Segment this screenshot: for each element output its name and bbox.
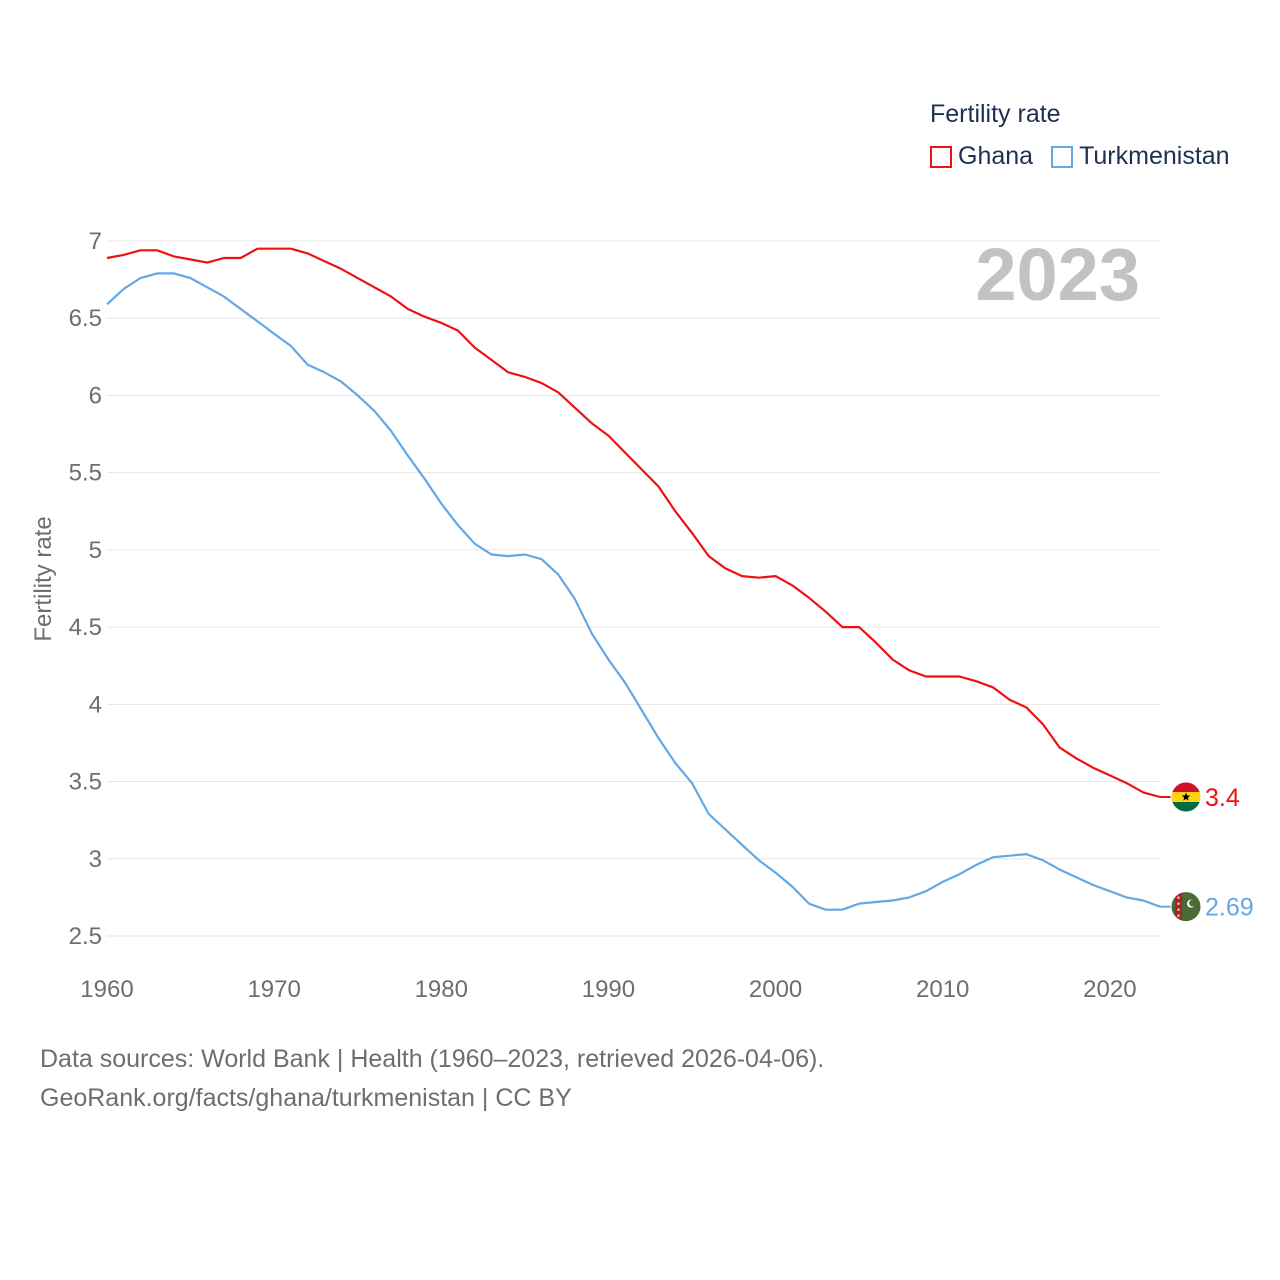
x-tick-label: 2010 [916, 976, 969, 1003]
y-tick-label: 5 [89, 537, 102, 564]
y-tick-labels: 2.5 3 3.5 4 4.5 5 5.5 6 6.5 7 [69, 228, 102, 950]
legend-item-turkmenistan[interactable]: Turkmenistan [1051, 142, 1230, 171]
legend-swatch-ghana [930, 145, 952, 168]
y-tick-label: 6 [89, 382, 102, 409]
x-tick-label: 2020 [1083, 976, 1136, 1003]
series-line-turkmenistan [106, 272, 1161, 911]
x-tick-label: 1990 [582, 976, 635, 1003]
year-watermark: 2023 [975, 233, 1140, 316]
y-tick-label: 7 [89, 228, 102, 255]
y-tick-label: 3.5 [69, 769, 102, 796]
flag-turkmenistan-icon [1170, 891, 1202, 923]
end-markers: 3.4 2.69 [1160, 781, 1254, 923]
x-tick-label: 1960 [80, 976, 133, 1003]
end-label-turkmenistan: 2.69 [1205, 894, 1254, 922]
end-label-ghana: 3.4 [1205, 784, 1240, 812]
legend: Ghana Turkmenistan [930, 142, 1248, 171]
legend-label-ghana: Ghana [958, 142, 1034, 170]
source-link[interactable]: GeoRank.org/facts/ghana/turkmenistan | C… [40, 1084, 572, 1112]
flag-ghana-icon [1170, 781, 1202, 813]
x-tick-label: 2000 [749, 976, 802, 1003]
y-tick-label: 6.5 [69, 305, 102, 332]
y-axis-label: Fertility rate [30, 516, 57, 641]
legend-title: Fertility rate [930, 100, 1061, 128]
series-line-ghana [106, 247, 1161, 799]
series-lines [106, 247, 1161, 911]
x-tick-label: 1970 [247, 976, 300, 1003]
gridlines [107, 240, 1160, 937]
legend-swatch-turkmenistan [1051, 145, 1074, 168]
y-tick-label: 4 [89, 691, 102, 718]
y-tick-label: 3 [89, 846, 102, 873]
legend-item-ghana[interactable]: Ghana [930, 142, 1033, 171]
y-tick-label: 4.5 [69, 614, 102, 641]
data-source-note: Data sources: World Bank | Health (1960–… [40, 1045, 825, 1073]
y-tick-label: 2.5 [69, 923, 102, 950]
y-tick-label: 5.5 [69, 460, 102, 487]
legend-label-turkmenistan: Turkmenistan [1079, 142, 1230, 170]
x-tick-label: 1980 [415, 976, 468, 1003]
x-tick-labels: 1960 1970 1980 1990 2000 2010 2020 [80, 976, 1136, 1003]
